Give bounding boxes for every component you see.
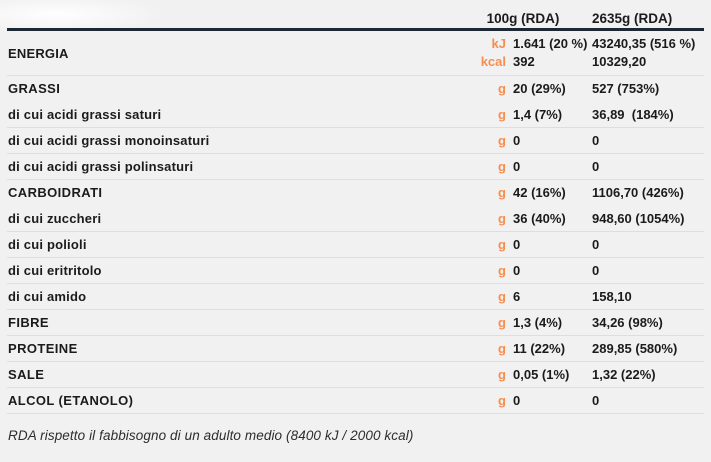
header-col-100g: 100g (RDA)	[486, 10, 560, 26]
table-body: GRASSI g 20 (29%) 527 (753%) di cui acid…	[7, 76, 704, 414]
unit-cell: g	[498, 107, 506, 122]
nutrient-row: CARBOIDRATI g 42 (16%) 1106,70 (426%)	[7, 180, 704, 206]
unit-cell: g	[498, 289, 506, 304]
unit-cell: kJ kcal	[454, 35, 506, 71]
energy-row: ENERGIA kJ kcal 1.641 (20 %) 392 43240,3…	[7, 31, 704, 76]
nutrient-row: di cui acidi grassi saturi g 1,4 (7%) 36…	[7, 102, 704, 128]
value-2635g: 948,60 (1054%)	[592, 211, 685, 226]
value-2635g: 43240,35 (516 %) 10329,20	[592, 35, 704, 71]
value-100g: 36 (40%)	[513, 211, 566, 226]
value-100g: 0	[513, 263, 521, 278]
unit-cell: g	[498, 185, 506, 200]
unit-cell: g	[498, 341, 506, 356]
value-2635g: 36,89 (184%)	[592, 107, 674, 122]
unit-cell: g	[498, 81, 506, 96]
row-label: di cui acidi grassi saturi	[8, 107, 162, 122]
value-2635g: 0	[592, 393, 600, 408]
unit-cell: g	[498, 211, 506, 226]
nutrient-row: PROTEINE g 11 (22%) 289,85 (580%)	[7, 336, 704, 362]
row-label: GRASSI	[8, 81, 61, 96]
rda-footnote: RDA rispetto il fabbisogno di un adulto …	[8, 428, 414, 443]
value-100g: 6	[513, 289, 521, 304]
row-label: PROTEINE	[8, 341, 78, 356]
nutrient-row: di cui eritritolo g 0 0	[7, 258, 704, 284]
row-label: SALE	[8, 367, 45, 382]
row-label: di cui zuccheri	[8, 211, 102, 226]
nutrition-table: 100g (RDA) 2635g (RDA) ENERGIA kJ kcal 1…	[7, 0, 704, 414]
row-label: ENERGIA	[8, 45, 69, 61]
value-100g: 20 (29%)	[513, 81, 566, 96]
nutrient-row: SALE g 0,05 (1%) 1,32 (22%)	[7, 362, 704, 388]
value-100g: 1,3 (4%)	[513, 315, 563, 330]
nutrient-row: GRASSI g 20 (29%) 527 (753%)	[7, 76, 704, 102]
value-100g: 0,05 (1%)	[513, 367, 570, 382]
unit-cell: g	[498, 133, 506, 148]
nutrient-row: di cui acidi grassi monoinsaturi g 0 0	[7, 128, 704, 154]
nutrient-row: di cui acidi grassi polinsaturi g 0 0	[7, 154, 704, 180]
value-100g: 1,4 (7%)	[513, 107, 563, 122]
row-label: ALCOL (ETANOLO)	[8, 393, 134, 408]
value-2635g: 34,26 (98%)	[592, 315, 663, 330]
nutrient-row: di cui polioli g 0 0	[7, 232, 704, 258]
nutrient-row: di cui amido g 6 158,10	[7, 284, 704, 310]
unit-kcal: kcal	[480, 54, 506, 69]
value-100g: 0	[513, 237, 521, 252]
value-2635g: 289,85 (580%)	[592, 341, 678, 356]
nutrient-row: di cui zuccheri g 36 (40%) 948,60 (1054%…	[7, 206, 704, 232]
value-100g: 0	[513, 133, 521, 148]
row-label: di cui eritritolo	[8, 263, 102, 278]
header-col-2635g: 2635g (RDA)	[592, 10, 673, 26]
value-100g: 11 (22%)	[513, 341, 566, 356]
nutrient-row: ALCOL (ETANOLO) g 0 0	[7, 388, 704, 414]
value-100g: 0	[513, 159, 521, 174]
value-2635g: 527 (753%)	[592, 81, 660, 96]
value-100g: 42 (16%)	[513, 185, 566, 200]
row-label: di cui acidi grassi polinsaturi	[8, 159, 194, 174]
value-2635g: 158,10	[592, 289, 632, 304]
unit-cell: g	[498, 393, 506, 408]
value-2635g-kcal: 10329,20	[592, 54, 647, 69]
value-100g: 1.641 (20 %) 392	[506, 35, 592, 71]
value-2635g: 1,32 (22%)	[592, 367, 656, 382]
unit-cell: g	[498, 263, 506, 278]
unit-cell: g	[498, 237, 506, 252]
nutrient-row: FIBRE g 1,3 (4%) 34,26 (98%)	[7, 310, 704, 336]
row-label: CARBOIDRATI	[8, 185, 103, 200]
value-2635g-kj: 43240,35 (516 %)	[592, 36, 696, 51]
unit-cell: g	[498, 367, 506, 382]
value-2635g: 0	[592, 263, 600, 278]
value-100g: 0	[513, 393, 521, 408]
value-100g-kj: 1.641 (20 %)	[513, 36, 588, 51]
row-label: di cui acidi grassi monoinsaturi	[8, 133, 210, 148]
value-2635g: 1106,70 (426%)	[592, 185, 684, 200]
row-label: FIBRE	[8, 315, 49, 330]
unit-cell: g	[498, 159, 506, 174]
table-header: 100g (RDA) 2635g (RDA)	[7, 0, 704, 31]
value-100g-kcal: 392	[513, 54, 535, 69]
row-label: di cui polioli	[8, 237, 87, 252]
value-2635g: 0	[592, 133, 600, 148]
value-2635g: 0	[592, 159, 600, 174]
row-label: di cui amido	[8, 289, 87, 304]
value-2635g: 0	[592, 237, 600, 252]
unit-kj: kJ	[491, 36, 506, 51]
unit-cell: g	[498, 315, 506, 330]
